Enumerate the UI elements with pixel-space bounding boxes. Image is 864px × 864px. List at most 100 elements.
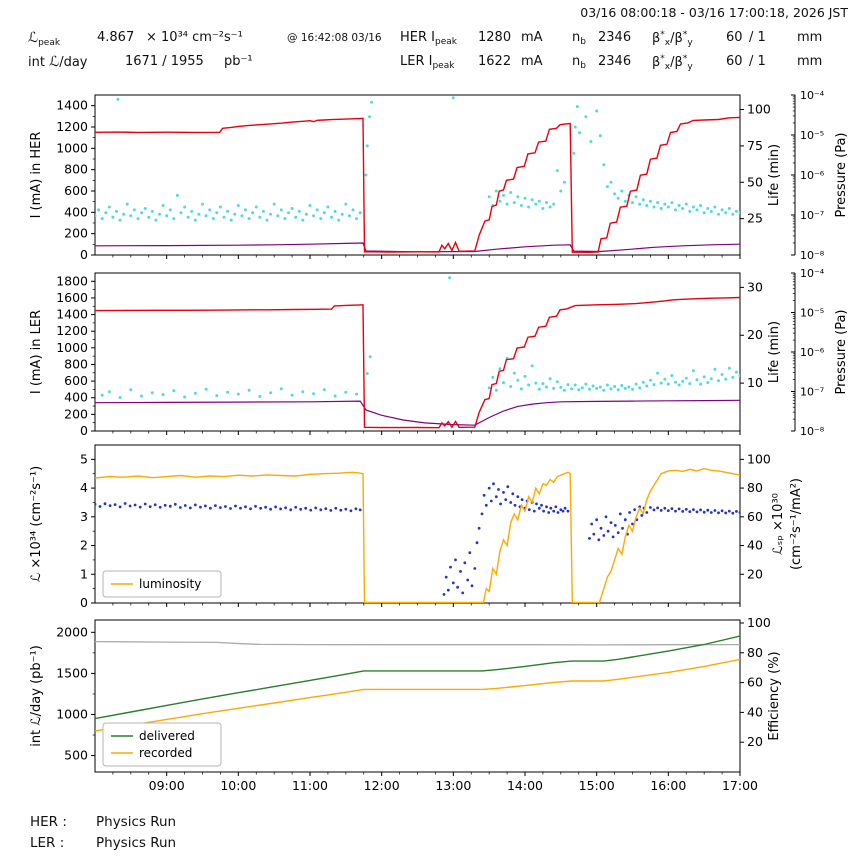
ler-beta-value: 60: [726, 54, 743, 69]
svg-text:1000: 1000: [56, 706, 88, 721]
her-ipeak-value: 1280: [478, 30, 512, 45]
svg-text:17:00: 17:00: [722, 778, 758, 793]
svg-text:10⁻⁸: 10⁻⁸: [800, 425, 825, 438]
header-row-peak: ℒpeak 4.867 × 10³⁴ cm⁻²s⁻¹ @ 16:42:08 03…: [0, 30, 864, 50]
lpeak-unit: × 10³⁴ cm⁻²s⁻¹: [146, 30, 243, 45]
svg-text:800: 800: [64, 162, 88, 177]
ler-pressure-line: [95, 399, 740, 426]
svg-text:25: 25: [747, 211, 763, 226]
svg-text:10⁻⁴: 10⁻⁴: [800, 267, 825, 280]
intl-unit: pb⁻¹: [224, 54, 253, 69]
her-beta-value: 60: [726, 30, 743, 45]
script-l-symbol: ℒ: [28, 30, 39, 46]
svg-text:Pressure (Pa): Pressure (Pa): [834, 309, 849, 394]
svg-text:20: 20: [747, 566, 763, 581]
ler-beta-unit: mm: [797, 54, 823, 69]
svg-text:2: 2: [80, 538, 88, 553]
svg-text:14:00: 14:00: [507, 778, 543, 793]
her-ipeak-unit: mA: [521, 30, 543, 45]
svg-text:800: 800: [64, 356, 88, 371]
integrated-luminosity-legend: delivered recorded: [102, 722, 222, 767]
svg-text:Efficiency (%): Efficiency (%): [767, 651, 782, 740]
ler-lifetime-scatter: [100, 276, 740, 399]
run-status-footer: HER : Physics Run LER : Physics Run: [30, 814, 176, 856]
svg-text:1: 1: [80, 566, 88, 581]
svg-text:10⁻⁷: 10⁻⁷: [800, 386, 824, 399]
ler-ipeak-value: 1622: [478, 54, 512, 69]
specific-luminosity-scatter: [95, 482, 740, 596]
svg-text:100: 100: [747, 451, 771, 466]
ler-run-status: Physics Run: [96, 835, 177, 851]
ler-beta-value2: / 1: [749, 54, 766, 69]
svg-text:12:00: 12:00: [364, 778, 400, 793]
svg-text:60: 60: [747, 675, 763, 690]
ler-run-row: LER : Physics Run: [30, 835, 176, 856]
header-row-int: int ℒ/day 1671 / 1955 pb⁻¹ LER Ipeak 162…: [0, 54, 864, 74]
svg-text:3: 3: [80, 509, 88, 524]
svg-text:0: 0: [80, 595, 88, 610]
svg-text:10⁻⁵: 10⁻⁵: [800, 129, 824, 142]
svg-text:Pressure (Pa): Pressure (Pa): [834, 132, 849, 217]
svg-text:100: 100: [747, 615, 771, 630]
svg-text:10⁻⁸: 10⁻⁸: [800, 249, 825, 262]
svg-text:ℒ ×10³⁴ (cm⁻²s⁻¹): ℒ ×10³⁴ (cm⁻²s⁻¹): [29, 466, 44, 582]
svg-text:0: 0: [80, 423, 88, 438]
her-nb-label: nb: [572, 30, 586, 47]
svg-text:13:00: 13:00: [435, 778, 471, 793]
svg-text:1400: 1400: [56, 307, 88, 322]
ler-run-label: LER :: [30, 835, 65, 851]
ler-beta-label: β*x/β*y: [652, 54, 693, 72]
her-beta-unit: mm: [797, 30, 823, 45]
svg-text:20: 20: [747, 327, 763, 342]
ler-ipeak-unit: mA: [521, 54, 543, 69]
lpeak-value: 4.867: [97, 30, 135, 45]
svg-text:75: 75: [747, 138, 763, 153]
svg-text:40: 40: [747, 704, 763, 719]
luminosity-legend: luminosity: [102, 570, 222, 598]
her-current-line: [95, 116, 740, 254]
svg-text:0: 0: [80, 247, 88, 262]
her-beta-value2: / 1: [749, 30, 766, 45]
lpeak-timestamp: @ 16:42:08 03/16: [287, 32, 382, 44]
her-run-status: Physics Run: [96, 814, 177, 830]
her-nb-value: 2346: [598, 30, 632, 45]
delivered-line: [95, 635, 740, 720]
recorded-line: [95, 658, 740, 732]
svg-text:(cm⁻²s⁻¹/mA²): (cm⁻²s⁻¹/mA²): [789, 478, 804, 570]
svg-text:1000: 1000: [56, 140, 88, 155]
svg-text:600: 600: [64, 373, 88, 388]
script-l-symbol: ℒ: [49, 54, 60, 70]
svg-text:Life (min): Life (min): [767, 144, 782, 206]
svg-text:Life (min): Life (min): [767, 321, 782, 383]
svg-text:200: 200: [64, 226, 88, 241]
svg-text:10⁻⁶: 10⁻⁶: [800, 346, 825, 359]
integrated-luminosity-plot: 500 1000 1500 2000 09:00 10:00 11:00 12:00 13:00…: [29, 615, 782, 793]
svg-text:1500: 1500: [56, 665, 88, 680]
svg-text:100: 100: [747, 102, 771, 117]
svg-text:I (mA) in HER: I (mA) in HER: [29, 132, 44, 219]
svg-text:1800: 1800: [56, 273, 88, 288]
svg-text:50: 50: [747, 174, 763, 189]
svg-text:10⁻⁶: 10⁻⁶: [800, 169, 825, 182]
svg-text:80: 80: [747, 645, 763, 660]
her-ipeak-label: HER Ipeak: [400, 30, 457, 47]
her-pressure-line: [95, 242, 740, 253]
svg-text:luminosity: luminosity: [139, 577, 201, 591]
svg-text:1400: 1400: [56, 98, 88, 113]
svg-text:1600: 1600: [56, 290, 88, 305]
svg-text:30: 30: [747, 279, 763, 294]
ler-current-plot: 020040060080010001200140016001800102030L…: [29, 267, 849, 438]
luminosity-line: [95, 467, 740, 603]
svg-text:20: 20: [747, 734, 763, 749]
svg-text:10⁻⁷: 10⁻⁷: [800, 209, 824, 222]
svg-text:09:00: 09:00: [149, 778, 185, 793]
her-current-plot: 0 200 400 600 800 1000 1200 1400 25 50 75 100 Life (…: [29, 89, 849, 262]
svg-text:4: 4: [80, 480, 88, 495]
intl-label: int ℒ/day: [28, 54, 88, 70]
svg-text:15:00: 15:00: [579, 778, 615, 793]
ler-nb-label: nb: [572, 54, 586, 71]
her-beta-label: β*x/β*y: [652, 30, 693, 48]
svg-text:200: 200: [64, 406, 88, 421]
